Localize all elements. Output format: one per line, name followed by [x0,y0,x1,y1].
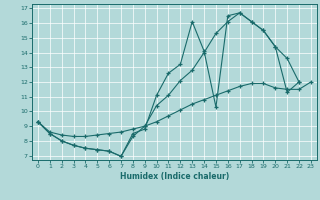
X-axis label: Humidex (Indice chaleur): Humidex (Indice chaleur) [120,172,229,181]
